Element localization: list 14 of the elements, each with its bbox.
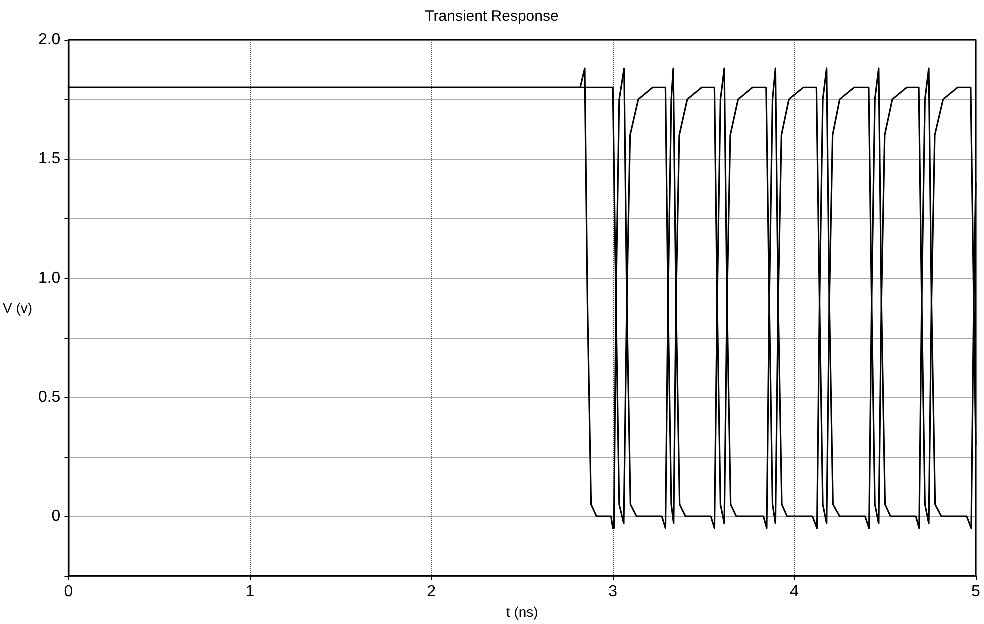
y-tick-label: 0.5 xyxy=(38,388,61,406)
x-tick-label: 2 xyxy=(427,584,436,601)
y-tick-label: 1.5 xyxy=(38,150,61,168)
x-tick-label: 3 xyxy=(608,584,618,601)
y-axis-title: V (v) xyxy=(2,300,33,316)
x-tick-label: 5 xyxy=(972,584,981,601)
x-tick-label: 0 xyxy=(64,584,74,601)
chart-title: Transient Response xyxy=(425,8,559,25)
y-tick-label: 1.0 xyxy=(38,270,61,287)
x-axis-title: t (ns) xyxy=(506,604,538,620)
y-tick-label: 2.0 xyxy=(38,32,61,48)
x-tick-label: 1 xyxy=(246,584,255,601)
x-tick-label: 4 xyxy=(790,584,800,601)
y-tick-label: 0 xyxy=(52,508,61,526)
